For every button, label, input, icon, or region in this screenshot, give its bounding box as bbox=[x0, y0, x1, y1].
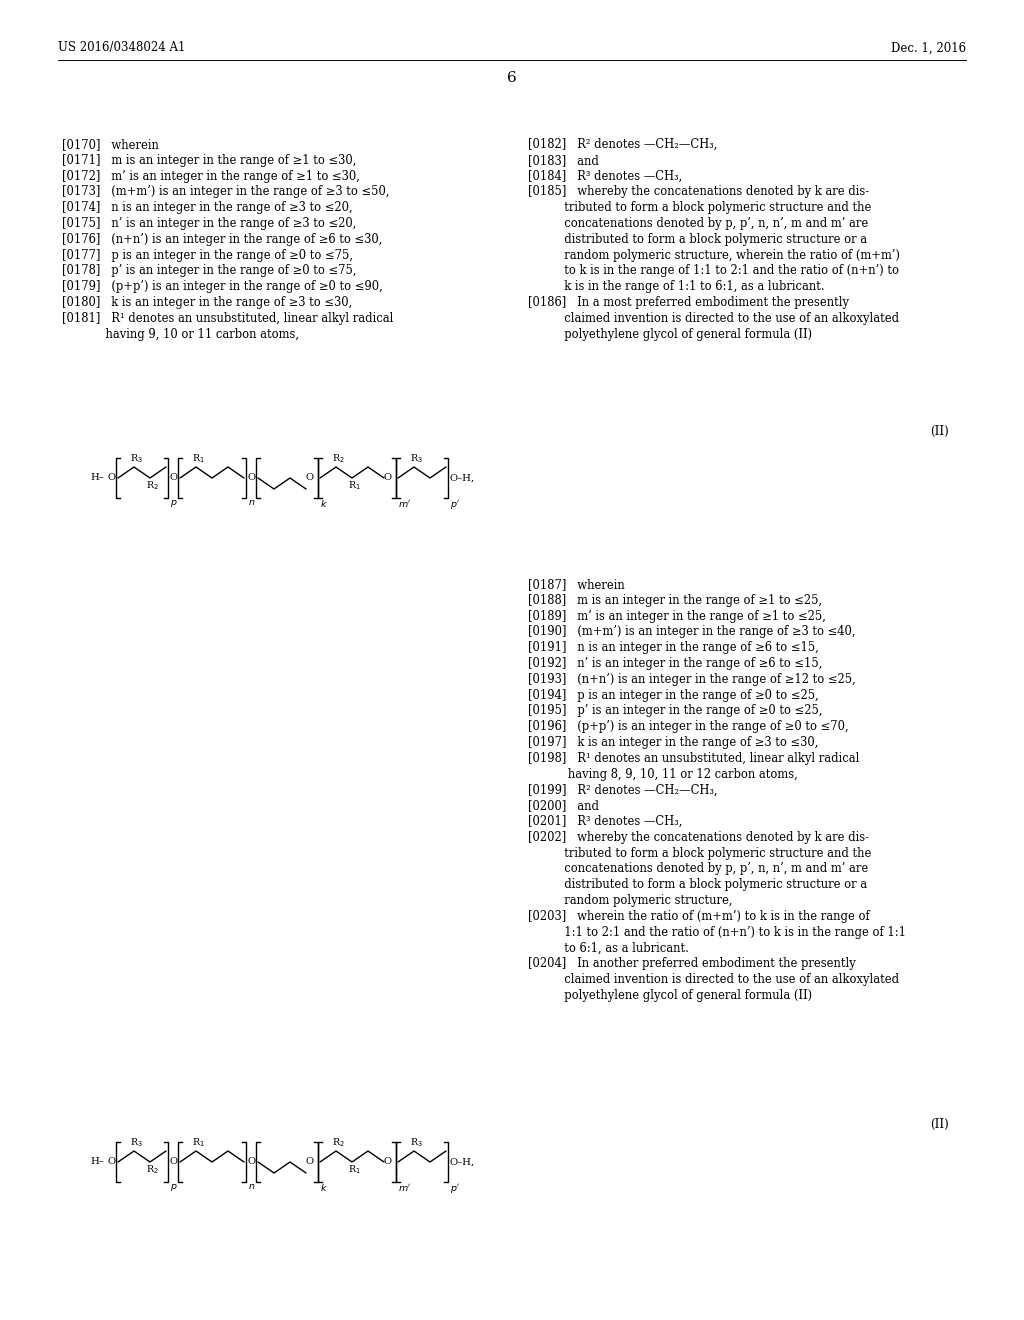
Text: $m'$: $m'$ bbox=[398, 1181, 412, 1193]
Text: claimed invention is directed to the use of an alkoxylated: claimed invention is directed to the use… bbox=[528, 973, 899, 986]
Text: [0191]   n is an integer in the range of ≥6 to ≤15,: [0191] n is an integer in the range of ≥… bbox=[528, 642, 819, 655]
Text: (II): (II) bbox=[930, 425, 949, 438]
Text: O: O bbox=[306, 1158, 314, 1167]
Text: [0204]   In another preferred embodiment the presently: [0204] In another preferred embodiment t… bbox=[528, 957, 856, 970]
Text: having 9, 10 or 11 carbon atoms,: having 9, 10 or 11 carbon atoms, bbox=[62, 327, 299, 341]
Text: $n$: $n$ bbox=[248, 1181, 255, 1191]
Text: [0179]   (p+p’) is an integer in the range of ≥0 to ≤90,: [0179] (p+p’) is an integer in the range… bbox=[62, 280, 383, 293]
Text: [0193]   (n+n’) is an integer in the range of ≥12 to ≤25,: [0193] (n+n’) is an integer in the range… bbox=[528, 673, 856, 686]
Text: R$_2$: R$_2$ bbox=[332, 453, 345, 465]
Text: [0190]   (m+m’) is an integer in the range of ≥3 to ≤40,: [0190] (m+m’) is an integer in the range… bbox=[528, 626, 855, 639]
Text: [0202]   whereby the concatenations denoted by k are dis-: [0202] whereby the concatenations denote… bbox=[528, 830, 869, 843]
Text: tributed to form a block polymeric structure and the: tributed to form a block polymeric struc… bbox=[528, 846, 871, 859]
Text: [0189]   m’ is an integer in the range of ≥1 to ≤25,: [0189] m’ is an integer in the range of … bbox=[528, 610, 826, 623]
Text: $p'$: $p'$ bbox=[450, 1181, 460, 1195]
Text: $p$: $p$ bbox=[170, 498, 177, 510]
Text: distributed to form a block polymeric structure or a: distributed to form a block polymeric st… bbox=[528, 232, 867, 246]
Text: [0180]   k is an integer in the range of ≥3 to ≤30,: [0180] k is an integer in the range of ≥… bbox=[62, 296, 352, 309]
Text: O–H,: O–H, bbox=[450, 1158, 475, 1167]
Text: [0183]   and: [0183] and bbox=[528, 154, 599, 166]
Text: O: O bbox=[384, 1158, 392, 1167]
Text: [0170]   wherein: [0170] wherein bbox=[62, 139, 159, 150]
Text: [0177]   p is an integer in the range of ≥0 to ≤75,: [0177] p is an integer in the range of ≥… bbox=[62, 248, 353, 261]
Text: (II): (II) bbox=[930, 1118, 949, 1131]
Text: 1:1 to 2:1 and the ratio of (n+n’) to k is in the range of 1:1: 1:1 to 2:1 and the ratio of (n+n’) to k … bbox=[528, 925, 906, 939]
Text: R$_2$: R$_2$ bbox=[332, 1137, 345, 1148]
Text: claimed invention is directed to the use of an alkoxylated: claimed invention is directed to the use… bbox=[528, 312, 899, 325]
Text: polyethylene glycol of general formula (II): polyethylene glycol of general formula (… bbox=[528, 327, 812, 341]
Text: O: O bbox=[170, 1158, 178, 1167]
Text: R$_2$: R$_2$ bbox=[146, 480, 159, 492]
Text: O: O bbox=[248, 1158, 256, 1167]
Text: [0174]   n is an integer in the range of ≥3 to ≤20,: [0174] n is an integer in the range of ≥… bbox=[62, 201, 352, 214]
Text: [0203]   wherein the ratio of (m+m’) to k is in the range of: [0203] wherein the ratio of (m+m’) to k … bbox=[528, 909, 869, 923]
Text: random polymeric structure, wherein the ratio of (m+m’): random polymeric structure, wherein the … bbox=[528, 248, 900, 261]
Text: to k is in the range of 1:1 to 2:1 and the ratio of (n+n’) to: to k is in the range of 1:1 to 2:1 and t… bbox=[528, 264, 899, 277]
Text: [0187]   wherein: [0187] wherein bbox=[528, 578, 625, 591]
Text: $p'$: $p'$ bbox=[450, 498, 460, 511]
Text: [0199]   R² denotes —CH₂—CH₃,: [0199] R² denotes —CH₂—CH₃, bbox=[528, 783, 718, 796]
Text: $m'$: $m'$ bbox=[398, 498, 412, 510]
Text: R$_3$: R$_3$ bbox=[410, 1137, 423, 1148]
Text: [0188]   m is an integer in the range of ≥1 to ≤25,: [0188] m is an integer in the range of ≥… bbox=[528, 594, 822, 607]
Text: [0171]   m is an integer in the range of ≥1 to ≤30,: [0171] m is an integer in the range of ≥… bbox=[62, 154, 356, 166]
Text: [0181]   R¹ denotes an unsubstituted, linear alkyl radical: [0181] R¹ denotes an unsubstituted, line… bbox=[62, 312, 393, 325]
Text: [0173]   (m+m’) is an integer in the range of ≥3 to ≤50,: [0173] (m+m’) is an integer in the range… bbox=[62, 185, 389, 198]
Text: O: O bbox=[384, 474, 392, 483]
Text: [0176]   (n+n’) is an integer in the range of ≥6 to ≤30,: [0176] (n+n’) is an integer in the range… bbox=[62, 232, 382, 246]
Text: O: O bbox=[248, 474, 256, 483]
Text: $k$: $k$ bbox=[319, 1181, 328, 1193]
Text: H–: H– bbox=[90, 474, 103, 483]
Text: [0196]   (p+p’) is an integer in the range of ≥0 to ≤70,: [0196] (p+p’) is an integer in the range… bbox=[528, 721, 849, 733]
Text: R$_1$: R$_1$ bbox=[348, 1164, 360, 1176]
Text: R$_3$: R$_3$ bbox=[130, 453, 143, 465]
Text: O: O bbox=[108, 1158, 116, 1167]
Text: R$_1$: R$_1$ bbox=[348, 480, 360, 492]
Text: R$_3$: R$_3$ bbox=[410, 453, 423, 465]
Text: [0194]   p is an integer in the range of ≥0 to ≤25,: [0194] p is an integer in the range of ≥… bbox=[528, 689, 819, 702]
Text: R$_3$: R$_3$ bbox=[130, 1137, 143, 1148]
Text: $p$: $p$ bbox=[170, 1181, 177, 1193]
Text: H–: H– bbox=[90, 1158, 103, 1167]
Text: [0185]   whereby the concatenations denoted by k are dis-: [0185] whereby the concatenations denote… bbox=[528, 185, 869, 198]
Text: [0201]   R³ denotes —CH₃,: [0201] R³ denotes —CH₃, bbox=[528, 814, 682, 828]
Text: O: O bbox=[170, 474, 178, 483]
Text: [0195]   p’ is an integer in the range of ≥0 to ≤25,: [0195] p’ is an integer in the range of … bbox=[528, 705, 822, 717]
Text: R$_2$: R$_2$ bbox=[146, 1164, 159, 1176]
Text: [0182]   R² denotes —CH₂—CH₃,: [0182] R² denotes —CH₂—CH₃, bbox=[528, 139, 718, 150]
Text: [0192]   n’ is an integer in the range of ≥6 to ≤15,: [0192] n’ is an integer in the range of … bbox=[528, 657, 822, 671]
Text: tributed to form a block polymeric structure and the: tributed to form a block polymeric struc… bbox=[528, 201, 871, 214]
Text: $k$: $k$ bbox=[319, 498, 328, 510]
Text: Dec. 1, 2016: Dec. 1, 2016 bbox=[891, 41, 966, 54]
Text: [0175]   n’ is an integer in the range of ≥3 to ≤20,: [0175] n’ is an integer in the range of … bbox=[62, 216, 356, 230]
Text: distributed to form a block polymeric structure or a: distributed to form a block polymeric st… bbox=[528, 878, 867, 891]
Text: concatenations denoted by p, p’, n, n’, m and m’ are: concatenations denoted by p, p’, n, n’, … bbox=[528, 862, 868, 875]
Text: [0178]   p’ is an integer in the range of ≥0 to ≤75,: [0178] p’ is an integer in the range of … bbox=[62, 264, 356, 277]
Text: [0172]   m’ is an integer in the range of ≥1 to ≤30,: [0172] m’ is an integer in the range of … bbox=[62, 169, 359, 182]
Text: concatenations denoted by p, p’, n, n’, m and m’ are: concatenations denoted by p, p’, n, n’, … bbox=[528, 216, 868, 230]
Text: US 2016/0348024 A1: US 2016/0348024 A1 bbox=[58, 41, 185, 54]
Text: O–H,: O–H, bbox=[450, 474, 475, 483]
Text: random polymeric structure,: random polymeric structure, bbox=[528, 894, 732, 907]
Text: [0184]   R³ denotes —CH₃,: [0184] R³ denotes —CH₃, bbox=[528, 169, 682, 182]
Text: having 8, 9, 10, 11 or 12 carbon atoms,: having 8, 9, 10, 11 or 12 carbon atoms, bbox=[528, 768, 798, 780]
Text: R$_1$: R$_1$ bbox=[193, 1137, 205, 1148]
Text: [0186]   In a most preferred embodiment the presently: [0186] In a most preferred embodiment th… bbox=[528, 296, 849, 309]
Text: 6: 6 bbox=[507, 71, 517, 84]
Text: k is in the range of 1:1 to 6:1, as a lubricant.: k is in the range of 1:1 to 6:1, as a lu… bbox=[528, 280, 824, 293]
Text: [0200]   and: [0200] and bbox=[528, 799, 599, 812]
Text: polyethylene glycol of general formula (II): polyethylene glycol of general formula (… bbox=[528, 989, 812, 1002]
Text: O: O bbox=[306, 474, 314, 483]
Text: $n$: $n$ bbox=[248, 498, 255, 507]
Text: R$_1$: R$_1$ bbox=[193, 453, 205, 465]
Text: [0197]   k is an integer in the range of ≥3 to ≤30,: [0197] k is an integer in the range of ≥… bbox=[528, 737, 818, 748]
Text: to 6:1, as a lubricant.: to 6:1, as a lubricant. bbox=[528, 941, 689, 954]
Text: [0198]   R¹ denotes an unsubstituted, linear alkyl radical: [0198] R¹ denotes an unsubstituted, line… bbox=[528, 752, 859, 764]
Text: O: O bbox=[108, 474, 116, 483]
